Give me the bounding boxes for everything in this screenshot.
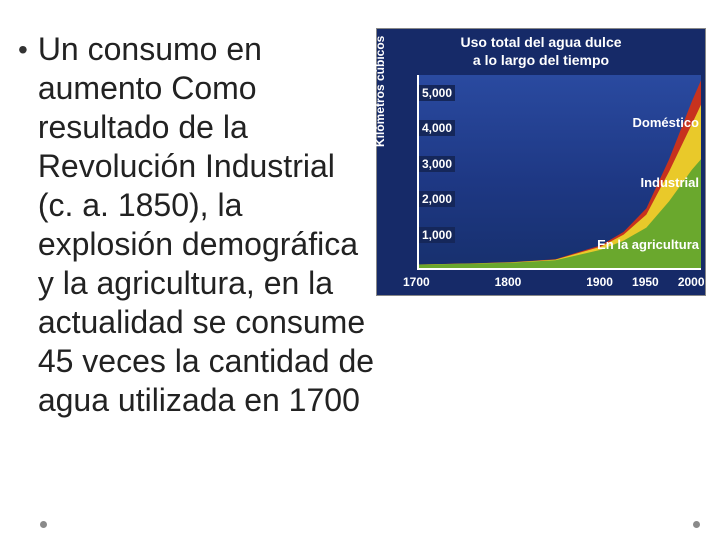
- chart-x-tick: 1950: [632, 275, 659, 289]
- chart-y-tick: 2,000: [419, 191, 455, 207]
- chart-title-line2: a lo largo del tiempo: [473, 52, 609, 68]
- chart-y-axis-label: Kilómetros cúbicos: [373, 36, 387, 147]
- bullet-item: • Un consumo en aumento Como resultado d…: [18, 30, 378, 420]
- chart-x-tick: 1800: [495, 275, 522, 289]
- chart-series-label: Industrial: [640, 175, 699, 190]
- chart-y-tick: 3,000: [419, 156, 455, 172]
- chart-y-tick: 1,000: [419, 227, 455, 243]
- bullet-text: Un consumo en aumento Como resultado de …: [38, 30, 378, 420]
- chart-x-tick: 1700: [403, 275, 430, 289]
- water-usage-chart: Uso total del agua dulce a lo largo del …: [376, 28, 706, 296]
- chart-y-tick: 5,000: [419, 85, 455, 101]
- chart-x-tick: 1900: [586, 275, 613, 289]
- page-indicator-dot: [40, 521, 47, 528]
- chart-series-label: Doméstico: [633, 115, 699, 130]
- page-indicator-dot: [693, 521, 700, 528]
- chart-x-tick: 2000: [678, 275, 705, 289]
- chart-y-tick: 4,000: [419, 120, 455, 136]
- chart-series-label: En la agricultura: [597, 237, 699, 252]
- bullet-marker: •: [18, 30, 28, 420]
- chart-title: Uso total del agua dulce a lo largo del …: [377, 29, 705, 73]
- chart-title-line1: Uso total del agua dulce: [460, 34, 621, 50]
